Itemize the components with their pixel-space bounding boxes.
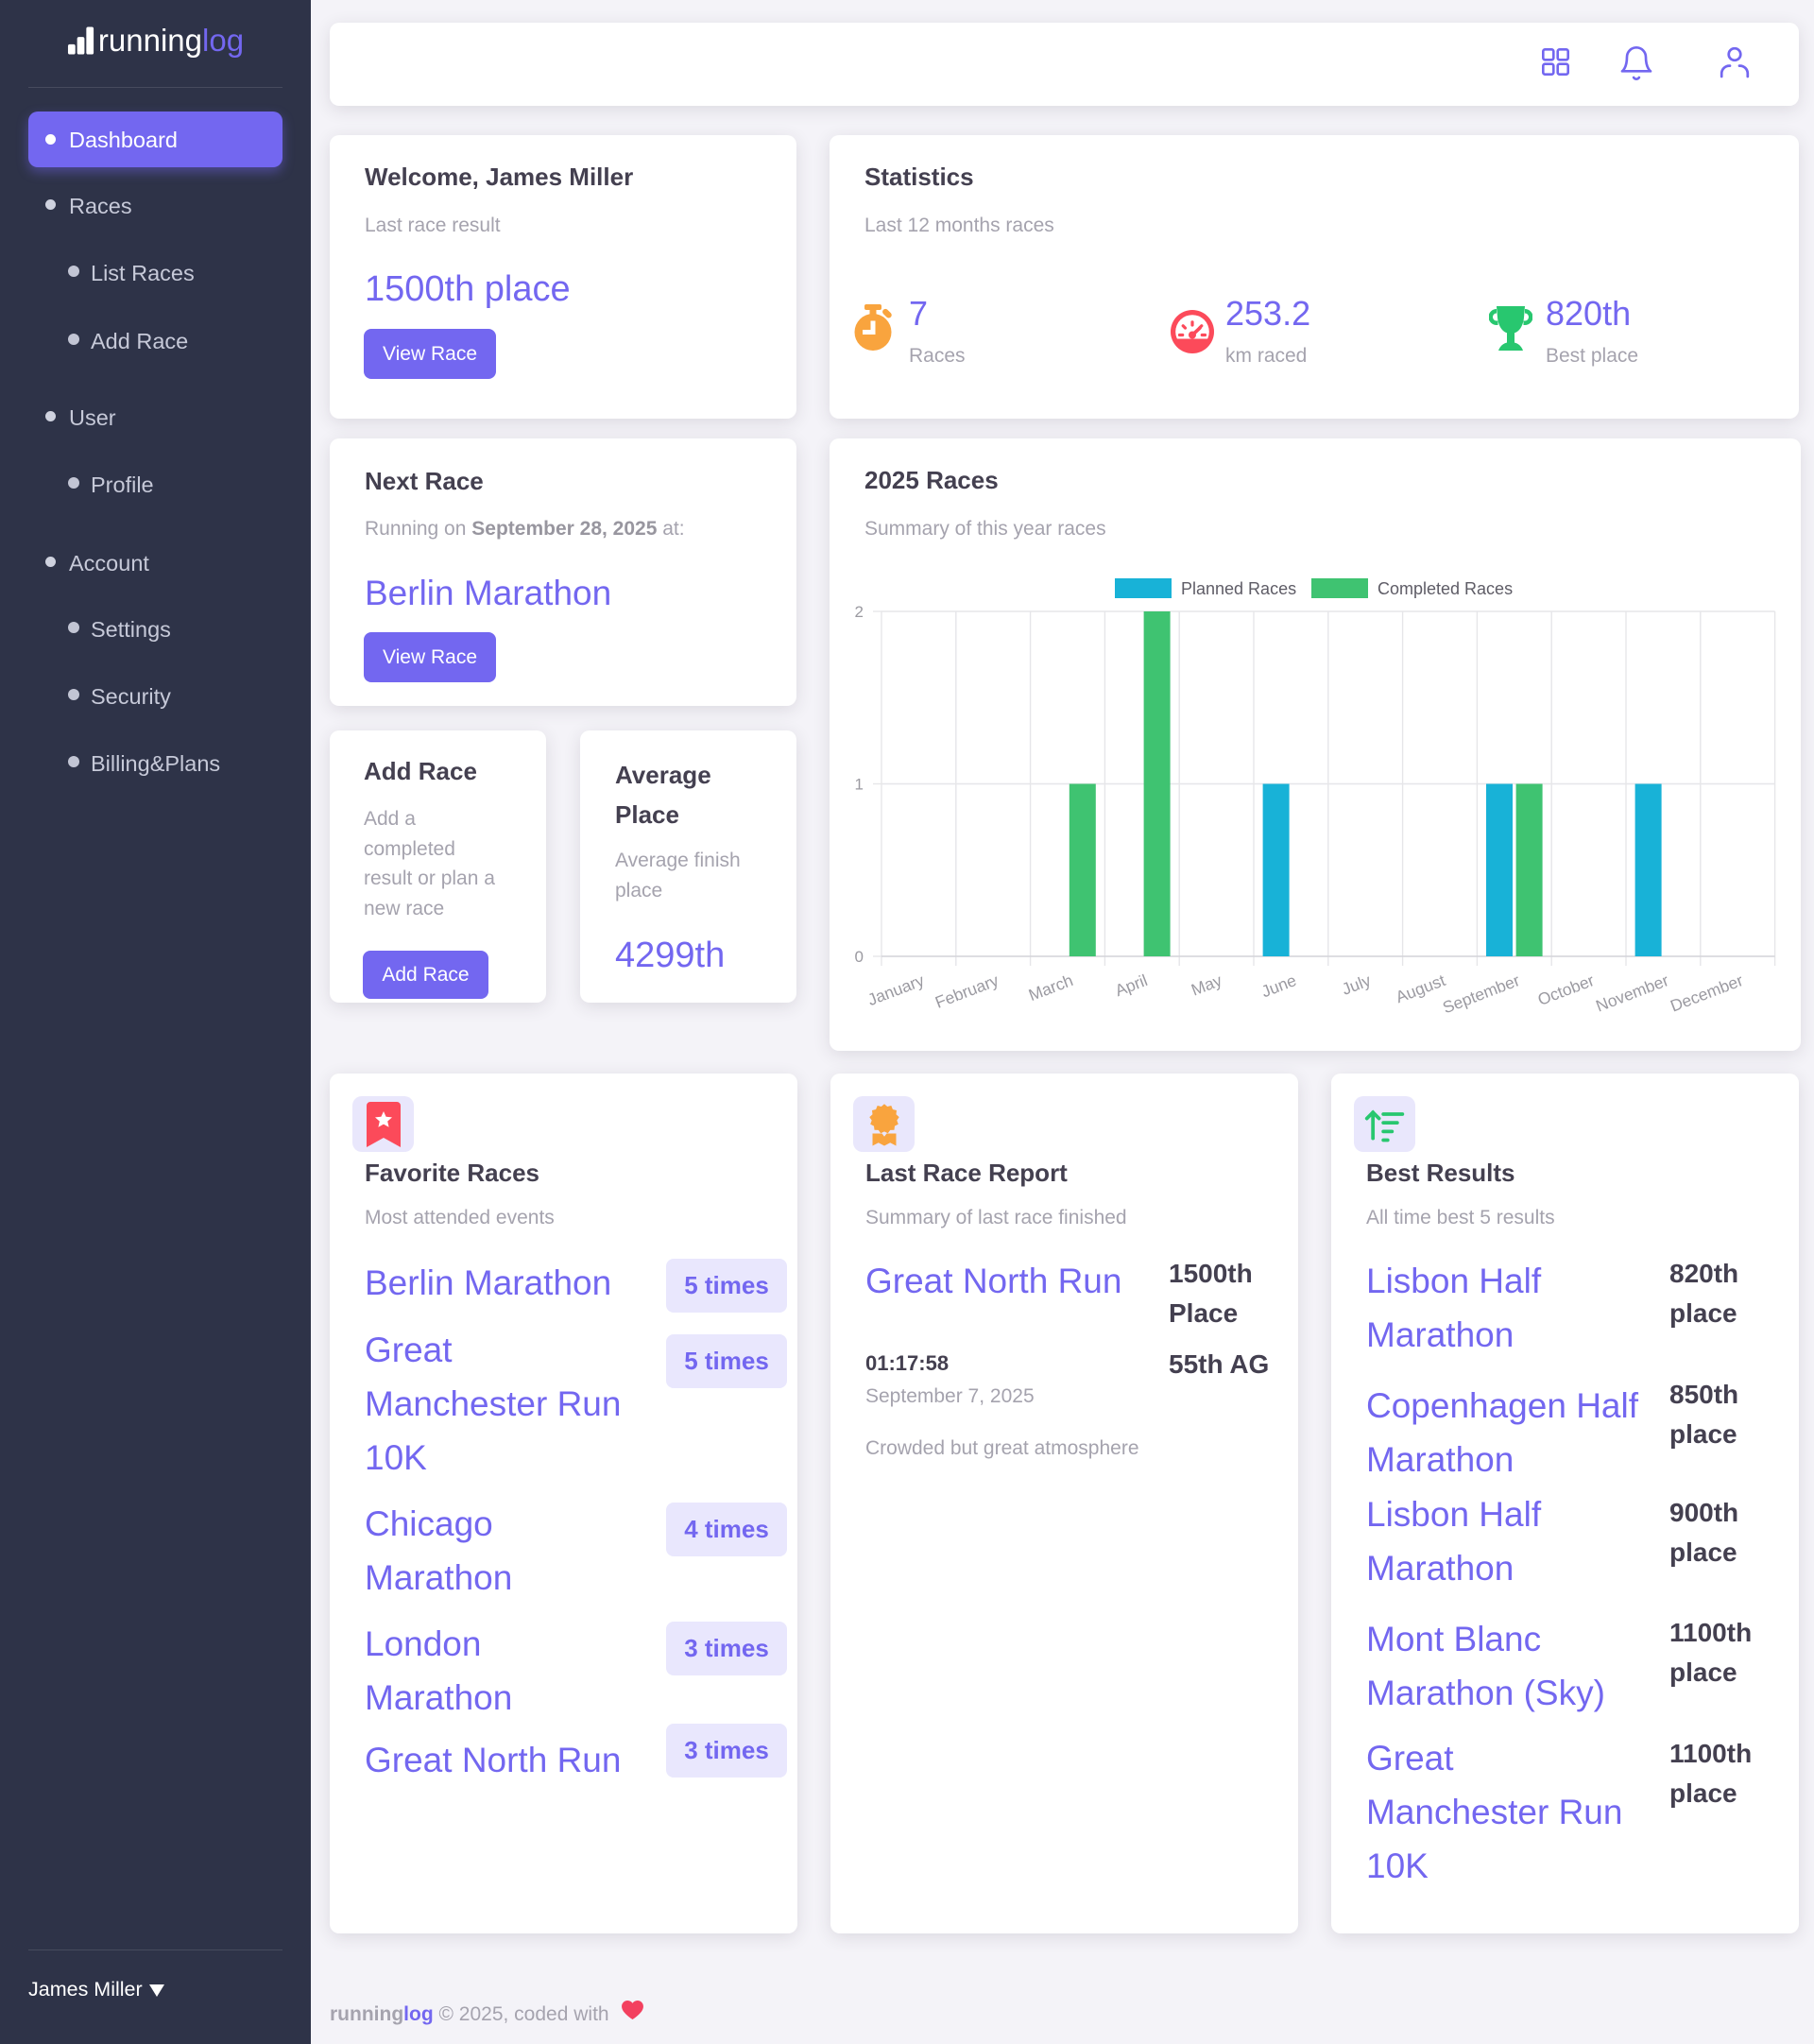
svg-text:2: 2	[855, 603, 864, 621]
svg-text:0: 0	[855, 948, 864, 966]
svg-text:February: February	[933, 970, 1001, 1012]
svg-text:March: March	[1026, 970, 1076, 1005]
svg-text:January: January	[865, 970, 928, 1009]
svg-text:December: December	[1668, 970, 1746, 1016]
svg-text:Planned Races: Planned Races	[1181, 579, 1296, 598]
svg-text:April: April	[1112, 970, 1150, 1000]
svg-text:1: 1	[855, 776, 864, 794]
svg-text:June: June	[1258, 970, 1299, 1001]
svg-text:May: May	[1189, 970, 1224, 1000]
svg-text:Completed Races: Completed Races	[1378, 579, 1513, 598]
svg-text:November: November	[1593, 970, 1671, 1016]
svg-text:September: September	[1440, 970, 1522, 1017]
svg-text:October: October	[1535, 970, 1597, 1009]
svg-text:July: July	[1339, 970, 1373, 999]
